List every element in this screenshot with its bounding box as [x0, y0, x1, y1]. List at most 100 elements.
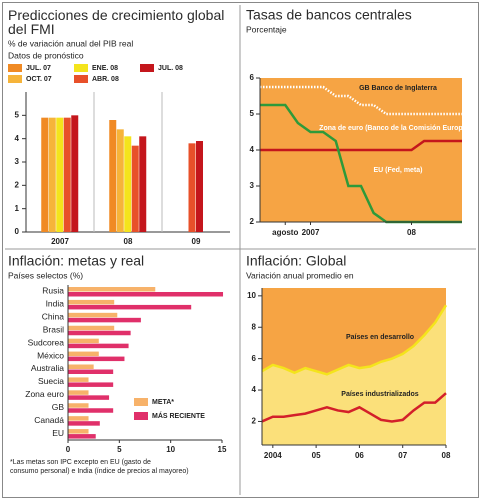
- bar: [68, 330, 131, 336]
- x-tick-label: 5: [117, 445, 122, 454]
- legend-label: ENE. 08: [92, 65, 118, 72]
- x-tick-label: 06: [355, 451, 364, 460]
- line: [261, 304, 448, 376]
- category-label: Rusia: [42, 286, 64, 296]
- bar: [48, 117, 56, 232]
- legend-swatch: [140, 64, 154, 72]
- x-tick-label: 08: [442, 451, 451, 460]
- legend-label: META*: [152, 399, 174, 406]
- bar: [68, 351, 99, 357]
- x-tick-label: 05: [312, 451, 321, 460]
- bar: [71, 115, 79, 232]
- legend-swatch: [74, 75, 88, 83]
- bar: [68, 292, 224, 297]
- y-tick-label: 0: [15, 227, 20, 236]
- legend-swatch: [134, 412, 148, 420]
- y-tick-label: 4: [250, 145, 255, 154]
- chart-title: Predicciones de crecimiento global del F…: [8, 7, 228, 37]
- chart-title: Inflación: Global: [246, 253, 346, 269]
- x-tick-label: 10: [166, 445, 175, 454]
- category-label: EU: [52, 428, 64, 438]
- category-label: GB: [52, 402, 65, 412]
- bar: [68, 312, 118, 318]
- x-tick-label: 09: [192, 237, 201, 246]
- bar: [68, 338, 99, 344]
- bar: [68, 395, 110, 400]
- bar: [68, 287, 156, 292]
- chart-subtitle: Variación anual promedio en: [246, 270, 354, 280]
- bar: [124, 136, 132, 232]
- bar: [68, 429, 89, 434]
- category-label: China: [42, 312, 64, 322]
- series-label: GB Banco de Inglaterra: [359, 85, 437, 92]
- chart-title: Inflación: metas y real: [8, 253, 144, 269]
- bar: [68, 421, 100, 426]
- bar: [41, 117, 49, 232]
- legend-label: ABR. 08: [92, 76, 119, 83]
- bar: [68, 364, 94, 369]
- legend-swatch: [134, 398, 148, 406]
- y-tick-label: 4: [15, 134, 20, 143]
- line: [261, 392, 447, 423]
- bar: [68, 408, 114, 413]
- y-tick-label: 6: [252, 354, 257, 363]
- category-label: Sudcorea: [28, 337, 65, 347]
- bar: [68, 325, 115, 331]
- x-tick-label: 08: [124, 237, 133, 246]
- bar: [68, 356, 125, 362]
- bar: [68, 304, 192, 310]
- bar: [68, 343, 129, 349]
- y-tick-label: 5: [15, 110, 20, 119]
- x-tick-label: 07: [398, 451, 407, 460]
- bar: [188, 143, 196, 232]
- x-tick-label: 2004: [264, 451, 282, 460]
- y-tick-label: 10: [247, 291, 256, 300]
- bar: [116, 129, 124, 232]
- chart-subtitle: Países selectos (%): [8, 270, 83, 280]
- line: [260, 139, 462, 152]
- x-tick-label: 15: [218, 445, 227, 454]
- category-label: México: [37, 350, 64, 360]
- bar: [109, 120, 117, 232]
- bar: [196, 141, 203, 232]
- x-tick-label: 08: [407, 228, 416, 237]
- bar: [68, 317, 141, 323]
- category-label: Canadá: [34, 415, 64, 425]
- bar: [68, 299, 115, 305]
- category-label: Zona euro: [25, 389, 64, 399]
- chart-subtitle: % de variación anual del PIB real: [8, 38, 133, 48]
- x-tick-label: 2007: [302, 228, 320, 237]
- area: [262, 305, 446, 445]
- footnote: *Las metas son IPC excepto en EU (gasto …: [10, 459, 189, 475]
- x-tick-label: agosto: [272, 228, 298, 237]
- y-tick-label: 3: [250, 181, 255, 190]
- legend-label: OCT. 07: [26, 76, 52, 83]
- y-tick-label: 2: [252, 417, 257, 426]
- bar: [68, 403, 89, 408]
- y-tick-label: 5: [250, 109, 255, 118]
- series-label: EU (Fed, meta): [373, 167, 422, 174]
- category-label: Australia: [31, 363, 64, 373]
- line: [260, 85, 462, 116]
- bar: [131, 145, 139, 232]
- chart-title: Tasas de bancos centrales: [246, 7, 412, 23]
- note: Datos de pronóstico: [8, 50, 84, 60]
- legend-label: MÁS RECIENTE: [152, 411, 205, 420]
- legend-label: JUL. 07: [26, 65, 51, 72]
- legend-swatch: [8, 64, 22, 72]
- bar: [68, 416, 89, 421]
- bar: [139, 136, 147, 232]
- bar: [68, 390, 89, 395]
- bar: [68, 382, 114, 387]
- category-label: Brasil: [43, 324, 64, 334]
- category-label: Suecia: [38, 376, 64, 386]
- y-tick-label: 4: [252, 385, 257, 394]
- bar: [68, 377, 89, 382]
- chart-subtitle: Porcentaje: [246, 24, 287, 34]
- y-tick-label: 3: [15, 157, 20, 166]
- y-tick-label: 6: [250, 73, 255, 82]
- series-label: Países en desarrollo: [346, 334, 414, 341]
- bar: [68, 369, 114, 374]
- y-tick-label: 2: [250, 217, 255, 226]
- bar: [68, 434, 96, 439]
